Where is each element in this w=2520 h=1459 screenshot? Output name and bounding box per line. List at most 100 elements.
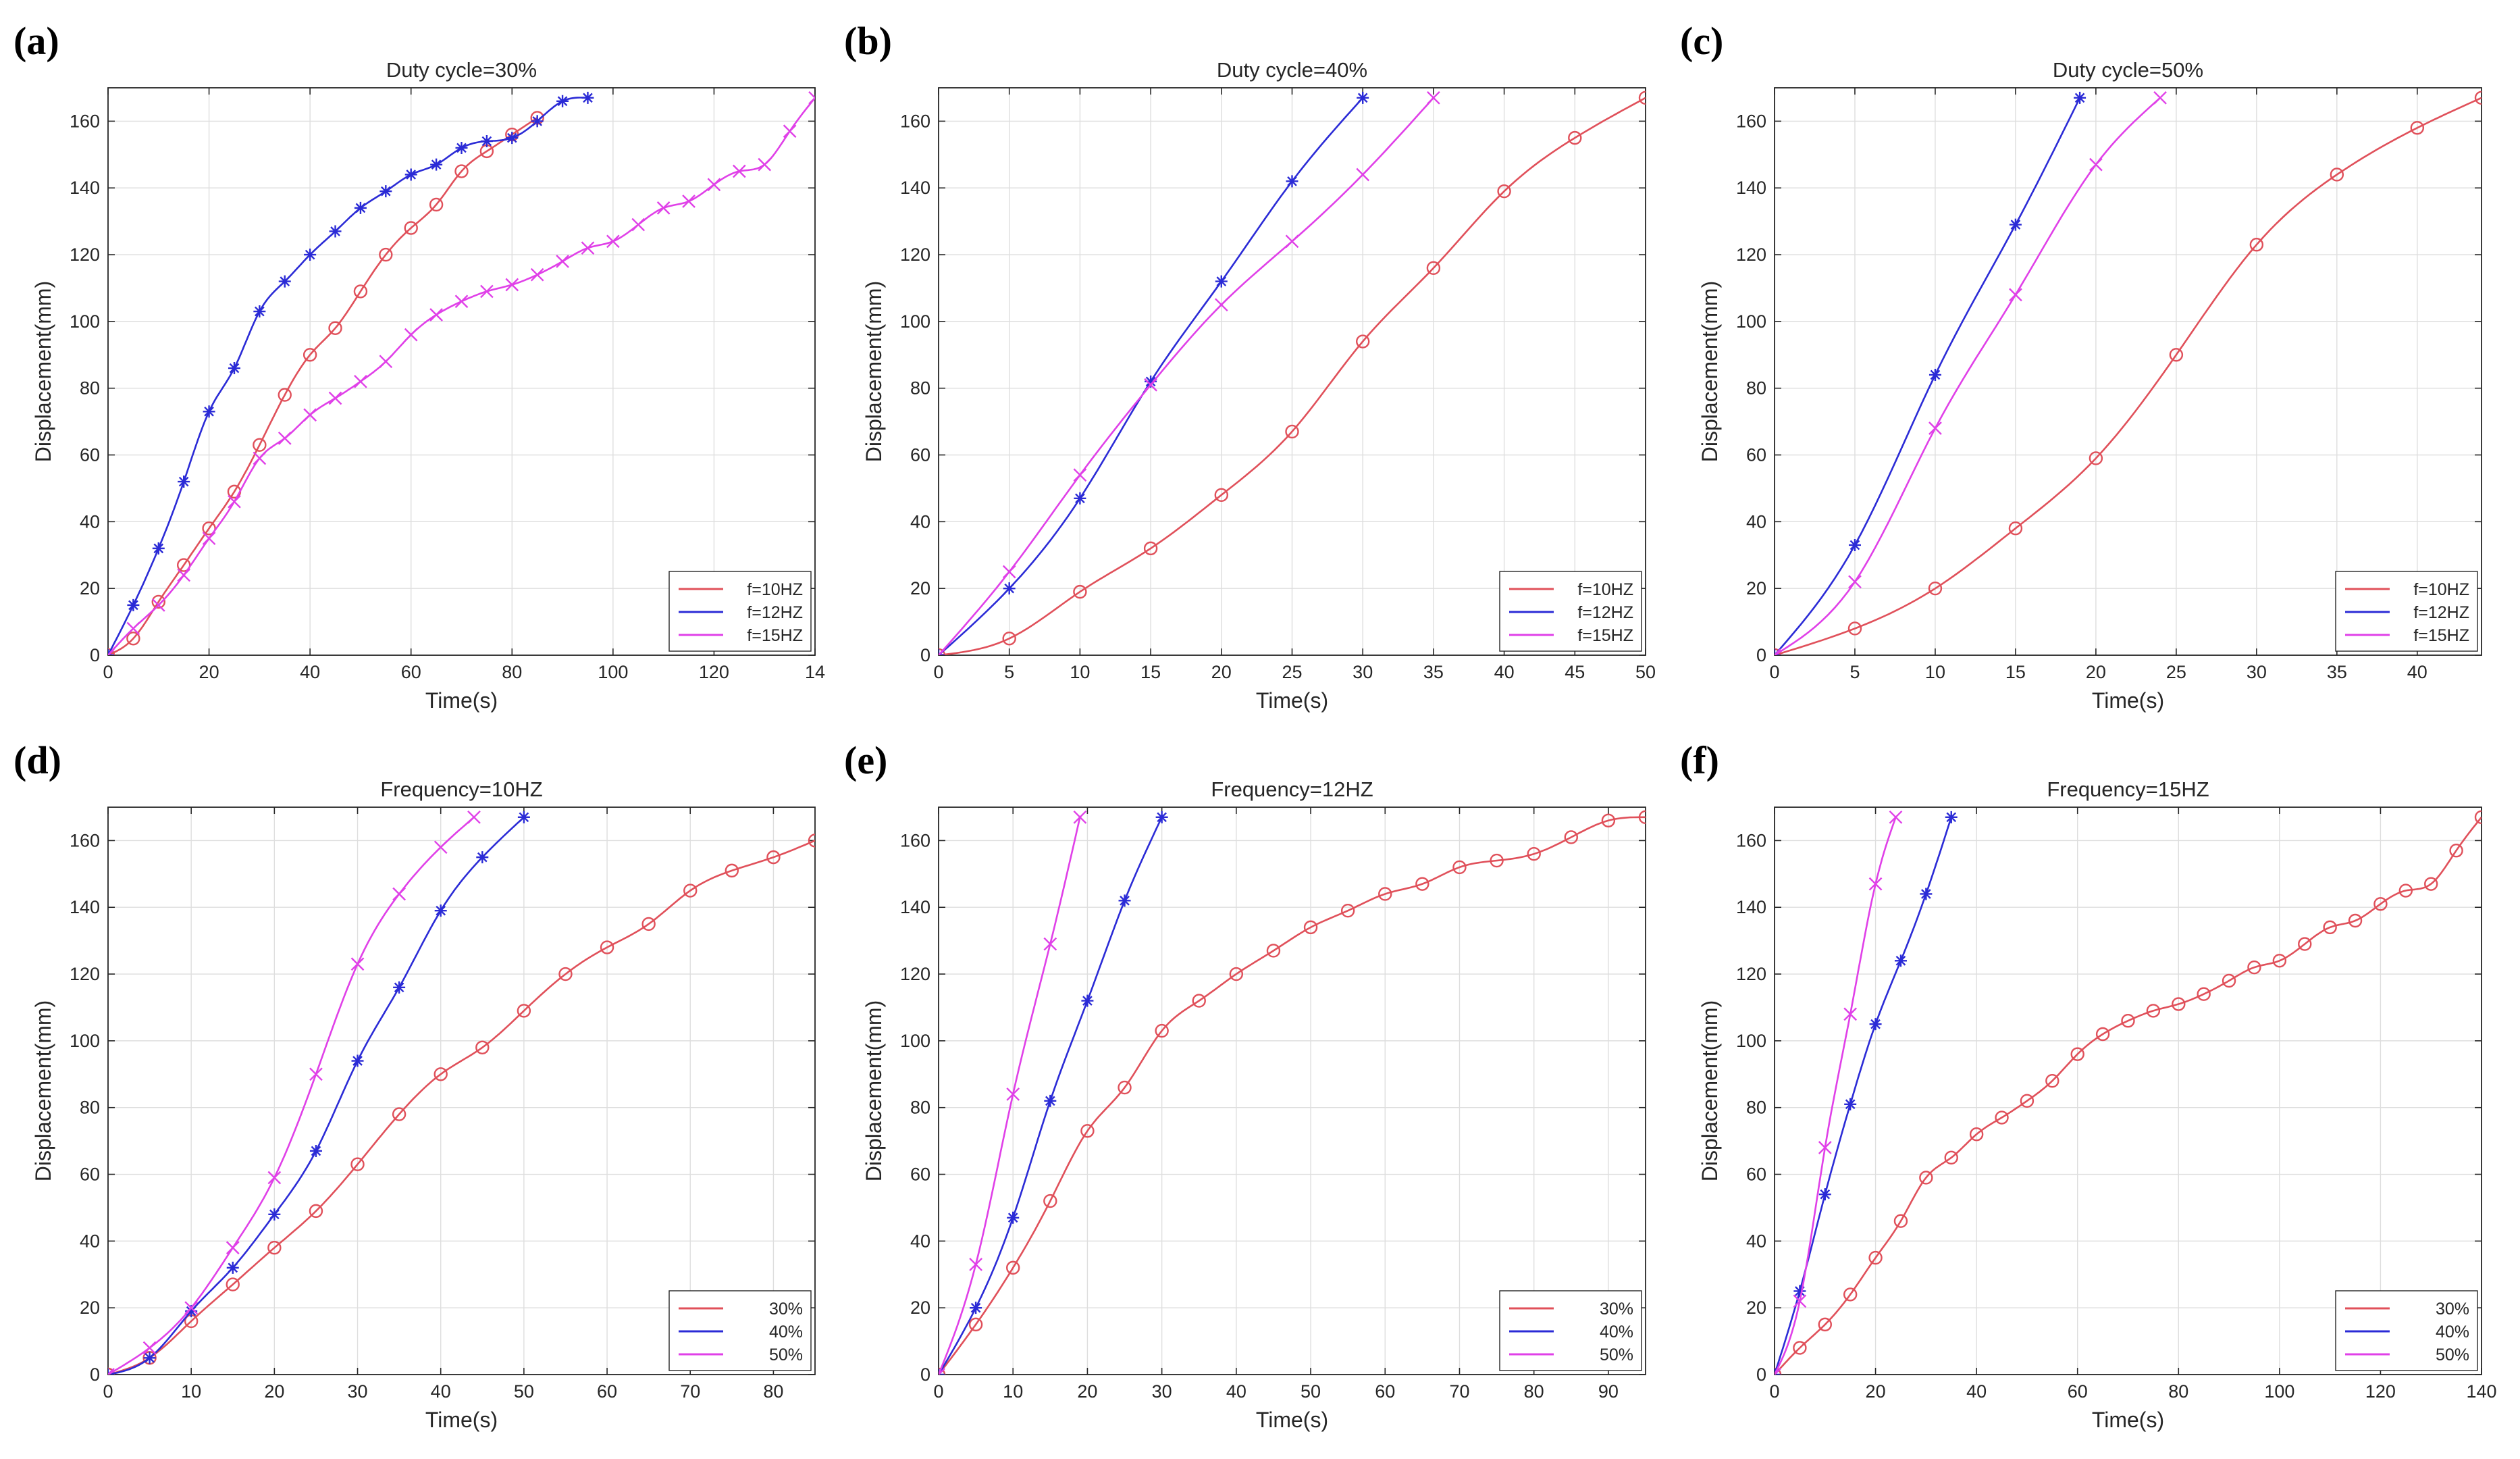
y-tick-label: 140 bbox=[1736, 897, 1766, 917]
y-tick-label: 140 bbox=[70, 897, 100, 917]
data-point bbox=[1229, 967, 1244, 981]
data-point bbox=[2070, 1047, 2084, 1061]
data-point bbox=[1143, 541, 1158, 556]
data-point bbox=[142, 1341, 157, 1355]
y-tick-label: 20 bbox=[80, 578, 100, 598]
data-point bbox=[152, 542, 165, 555]
y-tick-label: 80 bbox=[80, 378, 100, 399]
data-point bbox=[1043, 937, 1057, 951]
data-point bbox=[1118, 1080, 1132, 1095]
chart-title: Frequency=10HZ bbox=[380, 777, 542, 801]
data-point bbox=[127, 598, 140, 611]
series-30% bbox=[1775, 810, 2482, 1375]
data-point bbox=[1945, 811, 1958, 823]
data-point bbox=[354, 374, 367, 388]
y-tick-label: 100 bbox=[900, 1031, 930, 1051]
data-point bbox=[939, 648, 945, 655]
data-point bbox=[177, 568, 191, 582]
data-point bbox=[1007, 1211, 1020, 1224]
y-tick-label: 40 bbox=[1746, 511, 1766, 532]
data-point bbox=[1081, 994, 1094, 1007]
data-point bbox=[1002, 632, 1016, 646]
data-point bbox=[1928, 421, 1942, 435]
x-axis-label: Time(s) bbox=[1256, 1408, 1328, 1432]
data-point bbox=[1044, 1094, 1057, 1107]
data-point bbox=[2009, 218, 2022, 231]
data-point bbox=[1286, 175, 1298, 188]
y-tick-label: 100 bbox=[70, 311, 100, 332]
data-point bbox=[1003, 582, 1016, 595]
y-tick-label: 0 bbox=[920, 645, 930, 665]
chart-panel-3: (c) Duty cycle=50% 0 5 10 15 20 25 30 35 40 0 20 40 60… bbox=[1680, 19, 2482, 713]
data-point bbox=[1002, 565, 1016, 579]
legend-entry: 30% bbox=[769, 1300, 803, 1319]
y-tick-label: 100 bbox=[900, 311, 930, 332]
series-line bbox=[108, 816, 475, 1375]
data-point bbox=[253, 305, 266, 318]
data-point bbox=[329, 225, 342, 238]
data-point bbox=[1080, 1124, 1095, 1138]
x-tick-label: 120 bbox=[2365, 1381, 2396, 1402]
y-tick-label: 120 bbox=[70, 964, 100, 984]
y-tick-label: 60 bbox=[1746, 445, 1766, 465]
data-point bbox=[1793, 1285, 1806, 1298]
data-point bbox=[1848, 575, 1862, 589]
x-tick-label: 10 bbox=[1070, 662, 1090, 682]
series-f=15HZ bbox=[108, 91, 815, 655]
x-tick-label: 5 bbox=[1849, 662, 1860, 682]
data-point bbox=[253, 451, 267, 465]
data-point bbox=[1427, 91, 1440, 105]
data-point bbox=[1638, 91, 1646, 105]
legend-entry: 50% bbox=[769, 1346, 803, 1364]
y-tick-label: 160 bbox=[900, 111, 930, 131]
series-f=12HZ bbox=[1775, 91, 2086, 655]
data-point bbox=[353, 284, 368, 299]
series-30% bbox=[108, 834, 815, 1375]
legend-entry: f=15HZ bbox=[1577, 626, 1633, 645]
data-point bbox=[1155, 1023, 1169, 1038]
panel-label: (a) bbox=[14, 19, 59, 63]
data-point bbox=[108, 648, 115, 655]
legend-entry: 40% bbox=[1600, 1323, 1633, 1341]
series-line bbox=[939, 97, 1646, 655]
data-point bbox=[454, 295, 469, 309]
series-line bbox=[108, 840, 815, 1375]
data-point bbox=[758, 157, 772, 172]
data-point bbox=[268, 1208, 281, 1221]
panel-label: (d) bbox=[14, 738, 61, 782]
x-tick-label: 25 bbox=[2166, 662, 2186, 682]
plot-area bbox=[1775, 807, 2482, 1375]
legend-entry: f=12HZ bbox=[747, 603, 803, 622]
data-point bbox=[328, 321, 342, 335]
data-point bbox=[185, 1305, 198, 1318]
data-point bbox=[2074, 91, 2086, 104]
data-point bbox=[1818, 1141, 1832, 1154]
data-point bbox=[581, 91, 594, 104]
data-point bbox=[304, 249, 317, 261]
data-point bbox=[1568, 130, 1582, 145]
data-point bbox=[1214, 298, 1228, 312]
data-point bbox=[2474, 810, 2482, 825]
x-axis-label: Time(s) bbox=[2092, 688, 2164, 713]
data-point bbox=[2089, 451, 2103, 465]
x-tick-label: 0 bbox=[103, 662, 113, 682]
data-point bbox=[351, 1054, 364, 1067]
legend-entry: 30% bbox=[2436, 1300, 2469, 1319]
x-tick-label: 10 bbox=[181, 1381, 201, 1402]
data-point bbox=[184, 1301, 199, 1315]
data-point bbox=[1894, 954, 1907, 967]
data-point bbox=[126, 621, 140, 636]
data-point bbox=[808, 91, 815, 105]
x-tick-label: 0 bbox=[103, 1381, 113, 1402]
data-point bbox=[430, 158, 443, 171]
data-point bbox=[606, 234, 620, 249]
x-axis-label: Time(s) bbox=[1256, 688, 1328, 713]
data-point bbox=[1844, 1098, 1857, 1110]
data-point bbox=[434, 904, 447, 917]
data-point bbox=[475, 1040, 490, 1054]
data-point bbox=[228, 362, 240, 375]
x-tick-label: 60 bbox=[2068, 1381, 2088, 1402]
y-tick-label: 40 bbox=[80, 511, 100, 532]
x-tick-label: 40 bbox=[431, 1381, 451, 1402]
data-point bbox=[2095, 1027, 2110, 1042]
